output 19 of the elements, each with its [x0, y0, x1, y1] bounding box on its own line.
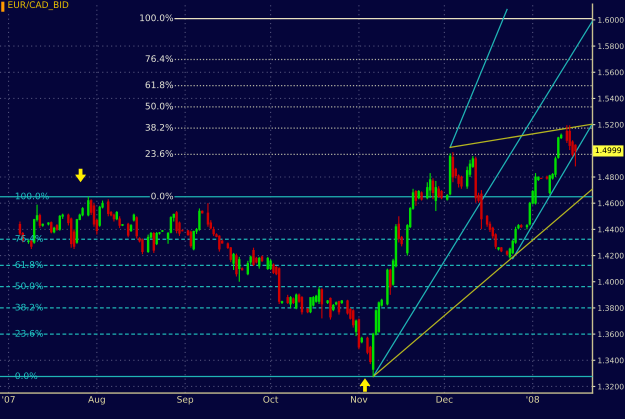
chart-title: EUR/CAD_BID — [8, 1, 68, 10]
annotation: 50.0% — [146, 102, 174, 110]
annotation: 0.0% — [151, 192, 174, 200]
annotation: 61.8% — [15, 261, 43, 268]
annotation: 23.6% — [146, 150, 174, 157]
x-tick-label: Nov — [350, 396, 368, 403]
annotation: 100.0% — [140, 14, 174, 22]
annotation: 38.2% — [146, 124, 174, 131]
annotation: 50.0% — [16, 282, 43, 290]
x-tick-label: Sep — [177, 396, 194, 405]
x-tick-label: Aug — [88, 396, 105, 405]
annotation: 61.8% — [146, 81, 174, 88]
x-tick-label: '08 — [526, 396, 540, 403]
x-tick-label: '07 — [2, 396, 15, 403]
x-tick-label: Dec — [436, 396, 453, 403]
x-tick-label: Oct — [263, 396, 278, 403]
annotation: 23.6% — [15, 330, 43, 337]
annotation: 76.4% — [146, 55, 174, 62]
annotation: 38.2% — [16, 304, 43, 311]
